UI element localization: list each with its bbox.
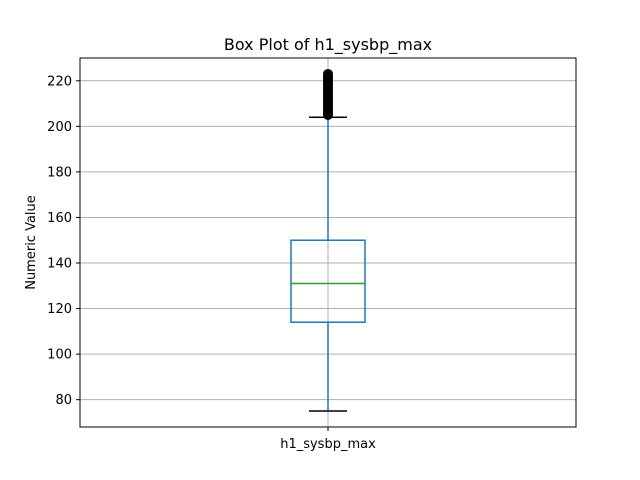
y-tick-label: 180 xyxy=(47,165,72,180)
y-tick-label: 80 xyxy=(55,393,72,408)
chart-title: Box Plot of h1_sysbp_max xyxy=(224,35,432,55)
y-tick-label: 140 xyxy=(47,257,72,272)
y-tick-label: 220 xyxy=(47,74,72,89)
box-layer xyxy=(290,68,366,412)
y-tick-label: 100 xyxy=(47,348,72,363)
x-tick-label: h1_sysbp_max xyxy=(280,437,376,452)
x-axis: h1_sysbp_max xyxy=(280,427,376,452)
y-axis-label: Numeric Value xyxy=(24,195,39,290)
y-tick-label: 200 xyxy=(47,120,72,135)
y-tick-label: 120 xyxy=(47,302,72,317)
iqr-box xyxy=(290,239,366,323)
outlier-point xyxy=(323,68,333,79)
y-tick-label: 160 xyxy=(47,211,72,226)
y-axis: 80 100 120 140 160 180 200 220 xyxy=(47,74,80,408)
